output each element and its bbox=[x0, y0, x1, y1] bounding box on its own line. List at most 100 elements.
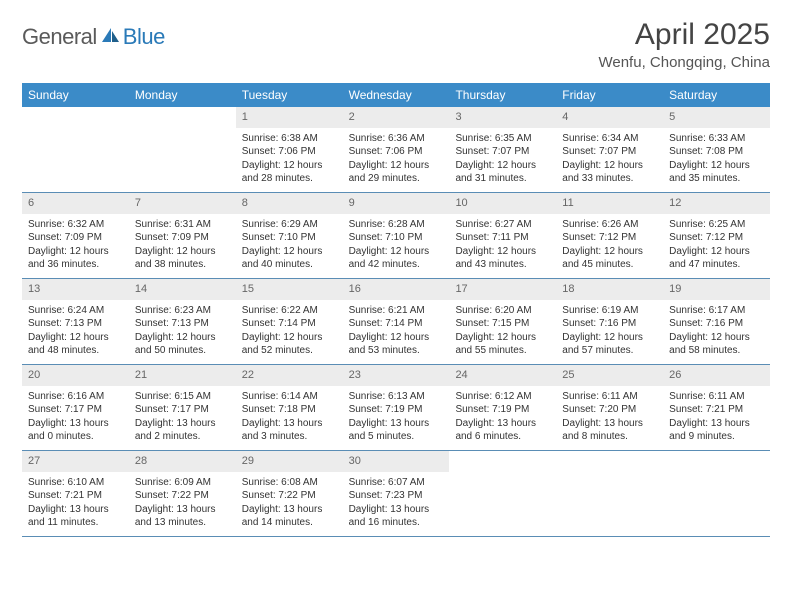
sunrise-line: Sunrise: 6:15 AM bbox=[135, 390, 230, 404]
sunrise-line: Sunrise: 6:08 AM bbox=[242, 476, 337, 490]
daylight-line: Daylight: 12 hours and 42 minutes. bbox=[349, 245, 444, 272]
daylight-line: Daylight: 13 hours and 14 minutes. bbox=[242, 503, 337, 530]
daylight-line: Daylight: 12 hours and 53 minutes. bbox=[349, 331, 444, 358]
day-cell bbox=[663, 451, 770, 536]
day-body: Sunrise: 6:31 AMSunset: 7:09 PMDaylight:… bbox=[129, 214, 236, 278]
title-block: April 2025 Wenfu, Chongqing, China bbox=[598, 18, 770, 71]
daylight-line: Daylight: 13 hours and 2 minutes. bbox=[135, 417, 230, 444]
day-body: Sunrise: 6:29 AMSunset: 7:10 PMDaylight:… bbox=[236, 214, 343, 278]
day-number: 11 bbox=[556, 193, 663, 214]
sunset-line: Sunset: 7:15 PM bbox=[455, 317, 550, 331]
daylight-line: Daylight: 13 hours and 16 minutes. bbox=[349, 503, 444, 530]
day-cell: 9Sunrise: 6:28 AMSunset: 7:10 PMDaylight… bbox=[343, 193, 450, 278]
daylight-line: Daylight: 13 hours and 13 minutes. bbox=[135, 503, 230, 530]
day-cell: 30Sunrise: 6:07 AMSunset: 7:23 PMDayligh… bbox=[343, 451, 450, 536]
weeks-container: 1Sunrise: 6:38 AMSunset: 7:06 PMDaylight… bbox=[22, 107, 770, 537]
sunrise-line: Sunrise: 6:14 AM bbox=[242, 390, 337, 404]
day-number bbox=[129, 107, 236, 113]
day-cell: 24Sunrise: 6:12 AMSunset: 7:19 PMDayligh… bbox=[449, 365, 556, 450]
sunrise-line: Sunrise: 6:19 AM bbox=[562, 304, 657, 318]
day-header: Monday bbox=[129, 83, 236, 107]
sunset-line: Sunset: 7:19 PM bbox=[349, 403, 444, 417]
day-body: Sunrise: 6:09 AMSunset: 7:22 PMDaylight:… bbox=[129, 472, 236, 536]
sunset-line: Sunset: 7:10 PM bbox=[349, 231, 444, 245]
daylight-line: Daylight: 12 hours and 50 minutes. bbox=[135, 331, 230, 358]
sunrise-line: Sunrise: 6:21 AM bbox=[349, 304, 444, 318]
day-number: 23 bbox=[343, 365, 450, 386]
day-cell bbox=[129, 107, 236, 192]
sunset-line: Sunset: 7:16 PM bbox=[562, 317, 657, 331]
day-number: 2 bbox=[343, 107, 450, 128]
day-body: Sunrise: 6:22 AMSunset: 7:14 PMDaylight:… bbox=[236, 300, 343, 364]
sunrise-line: Sunrise: 6:24 AM bbox=[28, 304, 123, 318]
day-body: Sunrise: 6:26 AMSunset: 7:12 PMDaylight:… bbox=[556, 214, 663, 278]
day-cell: 19Sunrise: 6:17 AMSunset: 7:16 PMDayligh… bbox=[663, 279, 770, 364]
day-cell: 27Sunrise: 6:10 AMSunset: 7:21 PMDayligh… bbox=[22, 451, 129, 536]
day-body: Sunrise: 6:12 AMSunset: 7:19 PMDaylight:… bbox=[449, 386, 556, 450]
sunrise-line: Sunrise: 6:35 AM bbox=[455, 132, 550, 146]
sunset-line: Sunset: 7:21 PM bbox=[28, 489, 123, 503]
sunset-line: Sunset: 7:11 PM bbox=[455, 231, 550, 245]
sunrise-line: Sunrise: 6:34 AM bbox=[562, 132, 657, 146]
daylight-line: Daylight: 13 hours and 3 minutes. bbox=[242, 417, 337, 444]
daylight-line: Daylight: 12 hours and 58 minutes. bbox=[669, 331, 764, 358]
sunset-line: Sunset: 7:19 PM bbox=[455, 403, 550, 417]
day-cell: 13Sunrise: 6:24 AMSunset: 7:13 PMDayligh… bbox=[22, 279, 129, 364]
day-number: 28 bbox=[129, 451, 236, 472]
day-body: Sunrise: 6:17 AMSunset: 7:16 PMDaylight:… bbox=[663, 300, 770, 364]
daylight-line: Daylight: 12 hours and 57 minutes. bbox=[562, 331, 657, 358]
logo-sail-icon bbox=[100, 26, 120, 49]
day-body: Sunrise: 6:10 AMSunset: 7:21 PMDaylight:… bbox=[22, 472, 129, 536]
daylight-line: Daylight: 12 hours and 48 minutes. bbox=[28, 331, 123, 358]
day-body: Sunrise: 6:19 AMSunset: 7:16 PMDaylight:… bbox=[556, 300, 663, 364]
day-number: 12 bbox=[663, 193, 770, 214]
sunrise-line: Sunrise: 6:10 AM bbox=[28, 476, 123, 490]
day-header: Tuesday bbox=[236, 83, 343, 107]
daylight-line: Daylight: 12 hours and 29 minutes. bbox=[349, 159, 444, 186]
sunrise-line: Sunrise: 6:32 AM bbox=[28, 218, 123, 232]
day-body: Sunrise: 6:16 AMSunset: 7:17 PMDaylight:… bbox=[22, 386, 129, 450]
day-body: Sunrise: 6:11 AMSunset: 7:20 PMDaylight:… bbox=[556, 386, 663, 450]
daylight-line: Daylight: 13 hours and 8 minutes. bbox=[562, 417, 657, 444]
daylight-line: Daylight: 13 hours and 5 minutes. bbox=[349, 417, 444, 444]
day-number: 29 bbox=[236, 451, 343, 472]
day-body: Sunrise: 6:13 AMSunset: 7:19 PMDaylight:… bbox=[343, 386, 450, 450]
day-body: Sunrise: 6:36 AMSunset: 7:06 PMDaylight:… bbox=[343, 128, 450, 192]
day-cell: 7Sunrise: 6:31 AMSunset: 7:09 PMDaylight… bbox=[129, 193, 236, 278]
sunrise-line: Sunrise: 6:25 AM bbox=[669, 218, 764, 232]
sunset-line: Sunset: 7:07 PM bbox=[455, 145, 550, 159]
day-number: 24 bbox=[449, 365, 556, 386]
day-body: Sunrise: 6:35 AMSunset: 7:07 PMDaylight:… bbox=[449, 128, 556, 192]
day-number: 30 bbox=[343, 451, 450, 472]
day-cell: 17Sunrise: 6:20 AMSunset: 7:15 PMDayligh… bbox=[449, 279, 556, 364]
day-number: 16 bbox=[343, 279, 450, 300]
day-number: 17 bbox=[449, 279, 556, 300]
day-body: Sunrise: 6:27 AMSunset: 7:11 PMDaylight:… bbox=[449, 214, 556, 278]
daylight-line: Daylight: 13 hours and 0 minutes. bbox=[28, 417, 123, 444]
day-header: Saturday bbox=[663, 83, 770, 107]
sunset-line: Sunset: 7:22 PM bbox=[242, 489, 337, 503]
day-body: Sunrise: 6:32 AMSunset: 7:09 PMDaylight:… bbox=[22, 214, 129, 278]
day-cell: 23Sunrise: 6:13 AMSunset: 7:19 PMDayligh… bbox=[343, 365, 450, 450]
day-cell: 4Sunrise: 6:34 AMSunset: 7:07 PMDaylight… bbox=[556, 107, 663, 192]
day-cell: 25Sunrise: 6:11 AMSunset: 7:20 PMDayligh… bbox=[556, 365, 663, 450]
daylight-line: Daylight: 13 hours and 9 minutes. bbox=[669, 417, 764, 444]
day-body: Sunrise: 6:15 AMSunset: 7:17 PMDaylight:… bbox=[129, 386, 236, 450]
day-number bbox=[22, 107, 129, 113]
sunrise-line: Sunrise: 6:27 AM bbox=[455, 218, 550, 232]
brand-name-a: General bbox=[22, 24, 97, 50]
day-cell: 11Sunrise: 6:26 AMSunset: 7:12 PMDayligh… bbox=[556, 193, 663, 278]
brand-name-b: Blue bbox=[123, 24, 165, 50]
day-cell bbox=[22, 107, 129, 192]
day-cell: 15Sunrise: 6:22 AMSunset: 7:14 PMDayligh… bbox=[236, 279, 343, 364]
sunset-line: Sunset: 7:13 PM bbox=[135, 317, 230, 331]
day-number: 21 bbox=[129, 365, 236, 386]
brand-logo: General Blue bbox=[22, 18, 165, 50]
sunset-line: Sunset: 7:14 PM bbox=[349, 317, 444, 331]
day-cell: 29 Sunrise: 6:08 AMSunset: 7:22 PMDayligh… bbox=[236, 451, 343, 536]
day-body: Sunrise: 6:25 AMSunset: 7:12 PMDaylight:… bbox=[663, 214, 770, 278]
day-header-row: SundayMondayTuesdayWednesdayThursdayFrid… bbox=[22, 83, 770, 107]
day-cell: 28Sunrise: 6:09 AMSunset: 7:22 PMDayligh… bbox=[129, 451, 236, 536]
day-header: Thursday bbox=[449, 83, 556, 107]
daylight-line: Daylight: 12 hours and 33 minutes. bbox=[562, 159, 657, 186]
